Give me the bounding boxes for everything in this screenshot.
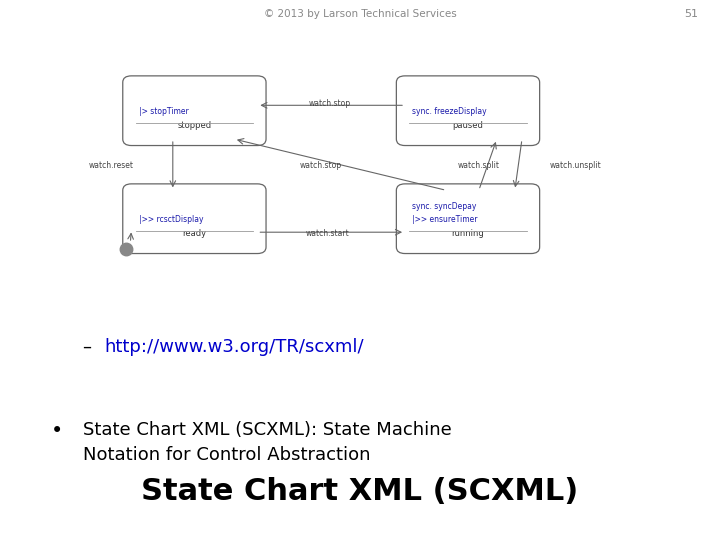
Text: running: running [451, 229, 485, 238]
Text: State Chart XML (SCXML): State Machine
Notation for Control Abstraction: State Chart XML (SCXML): State Machine N… [83, 421, 451, 463]
Text: |> stopTimer: |> stopTimer [139, 107, 189, 116]
Text: sync. freezeDisplay: sync. freezeDisplay [412, 107, 487, 116]
Text: |>> rcsctDisplay: |>> rcsctDisplay [139, 215, 203, 225]
FancyBboxPatch shape [396, 76, 540, 145]
FancyBboxPatch shape [396, 184, 540, 254]
Text: paused: paused [453, 121, 483, 130]
Text: stopped: stopped [177, 121, 212, 130]
Text: http://www.w3.org/TR/scxml/: http://www.w3.org/TR/scxml/ [104, 338, 364, 355]
Text: watch.reset: watch.reset [89, 161, 134, 170]
Text: ready: ready [182, 229, 207, 238]
Text: © 2013 by Larson Technical Services: © 2013 by Larson Technical Services [264, 9, 456, 19]
Text: sync. syncDepay: sync. syncDepay [412, 202, 477, 211]
Text: watch.split: watch.split [458, 161, 500, 170]
Text: watch.unsplit: watch.unsplit [550, 161, 602, 170]
FancyBboxPatch shape [122, 184, 266, 254]
Text: 51: 51 [685, 9, 698, 19]
Text: watch.stop: watch.stop [300, 161, 341, 170]
Text: –: – [83, 338, 97, 355]
Text: |>> ensureTimer: |>> ensureTimer [412, 215, 477, 225]
FancyBboxPatch shape [122, 76, 266, 145]
Text: watch.start: watch.start [306, 229, 349, 238]
Text: watch.stop: watch.stop [309, 99, 351, 108]
Text: State Chart XML (SCXML): State Chart XML (SCXML) [141, 477, 579, 506]
Text: •: • [50, 421, 63, 441]
